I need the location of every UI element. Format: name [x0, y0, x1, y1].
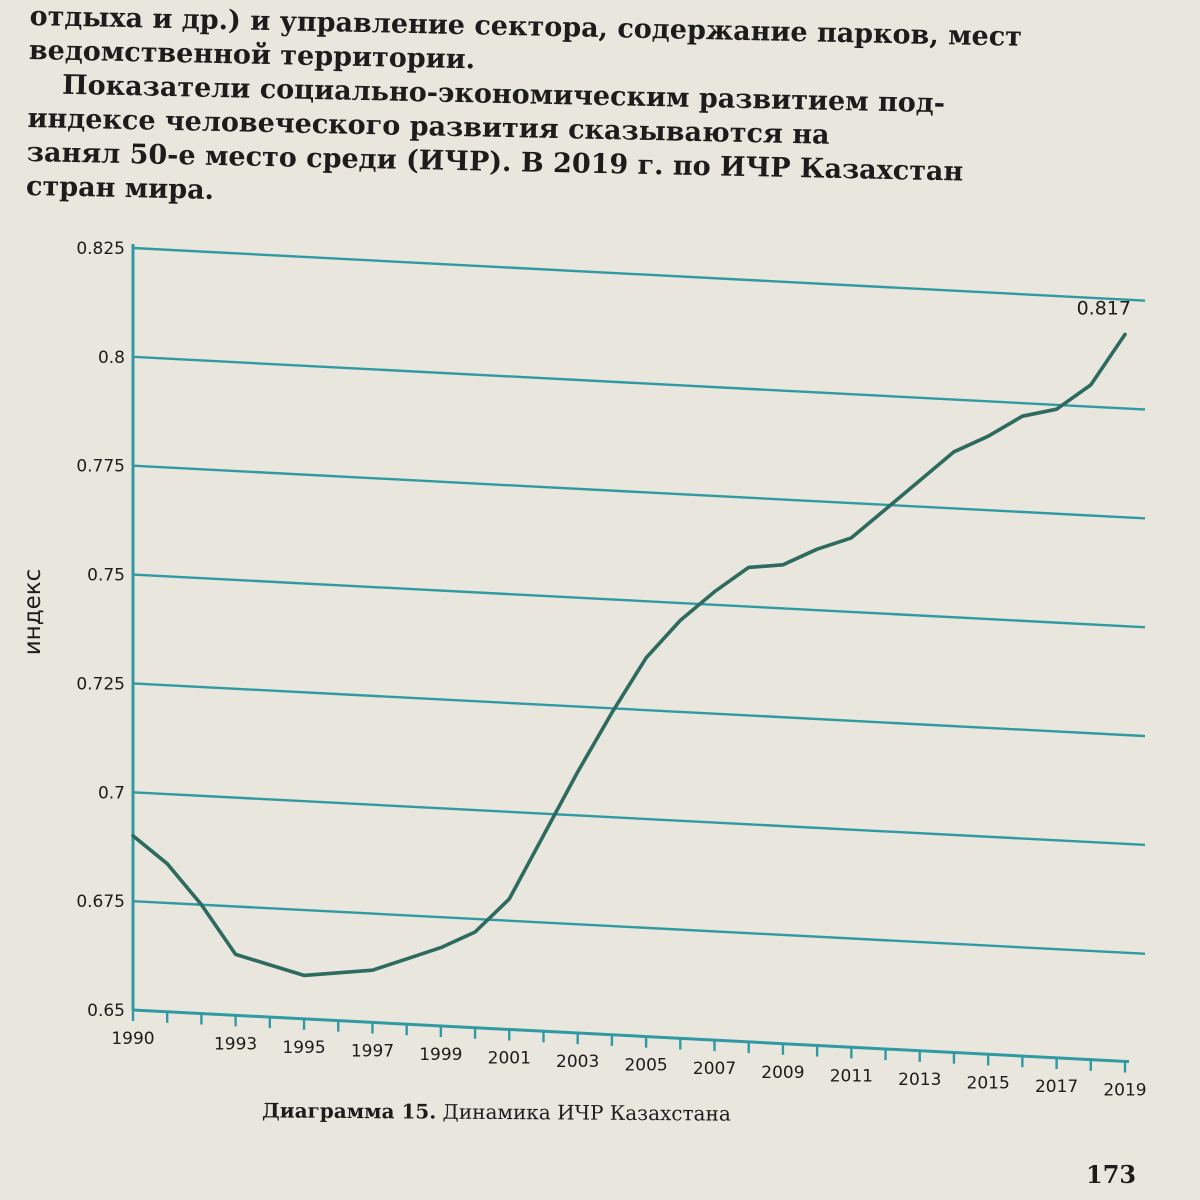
caption-label: Диаграмма 15. — [261, 1098, 437, 1124]
y-tick-label: 0.7 — [98, 783, 125, 803]
grid-line — [132, 246, 1146, 302]
y-tick-label: 0.65 — [87, 1001, 125, 1021]
y-tick-label: 0.675 — [76, 892, 125, 912]
grid-line — [132, 682, 1146, 738]
x-tick-label: 1999 — [419, 1045, 462, 1065]
x-tick-label: 2005 — [624, 1056, 667, 1076]
x-tick-label: 1990 — [111, 1029, 154, 1049]
grid-line — [132, 573, 1146, 629]
x-tick-labels: 1990 1993 1995 1997 1999 2001 2003 2005 2007 2009… — [111, 1029, 1146, 1101]
x-tick-label: 2011 — [830, 1066, 873, 1086]
figure-caption: Диаграмма 15. Динамика ИЧР Казахстана — [262, 1098, 731, 1125]
x-tick-label: 2019 — [1103, 1081, 1146, 1101]
x-tick-label: 1997 — [351, 1041, 394, 1061]
y-tick-label: 0.8 — [98, 348, 125, 368]
x-tick-label: 2013 — [898, 1070, 941, 1090]
y-tick-label: 0.725 — [76, 674, 125, 694]
grid-lines — [132, 246, 1146, 955]
page-number: 173 — [1086, 1160, 1137, 1189]
x-tick-label: 2009 — [761, 1063, 804, 1083]
x-tick-label: 2003 — [556, 1052, 599, 1072]
grid-line — [132, 791, 1146, 847]
grid-line — [132, 899, 1146, 955]
y-tick-label: 0.775 — [76, 457, 125, 477]
y-axis-title: индекс — [20, 569, 46, 656]
caption-text: Динамика ИЧР Казахстана — [442, 1099, 731, 1126]
x-axis-line — [132, 1008, 1130, 1064]
grid-line — [132, 464, 1146, 520]
x-tick-label: 2015 — [967, 1073, 1010, 1093]
data-label: 0.817 — [1077, 297, 1131, 319]
x-tick-label: 2001 — [488, 1049, 531, 1069]
series-line — [131, 332, 1127, 978]
grid-line — [132, 355, 1146, 411]
x-tick-label: 2007 — [693, 1059, 736, 1079]
x-tick-label: 1993 — [214, 1034, 257, 1054]
y-tick-label: 0.825 — [76, 239, 125, 259]
annotations: 0.817 — [1077, 297, 1131, 319]
y-tick-label: 0.75 — [87, 566, 125, 586]
axes — [131, 244, 1130, 1064]
x-tick-label: 2017 — [1035, 1077, 1078, 1097]
x-ticks — [131, 1010, 1127, 1073]
y-tick-labels: 0.825 0.8 0.775 0.75 0.725 0.7 0.675 0.65 — [76, 239, 125, 1021]
x-tick-label: 1995 — [282, 1038, 325, 1058]
series — [131, 332, 1127, 978]
